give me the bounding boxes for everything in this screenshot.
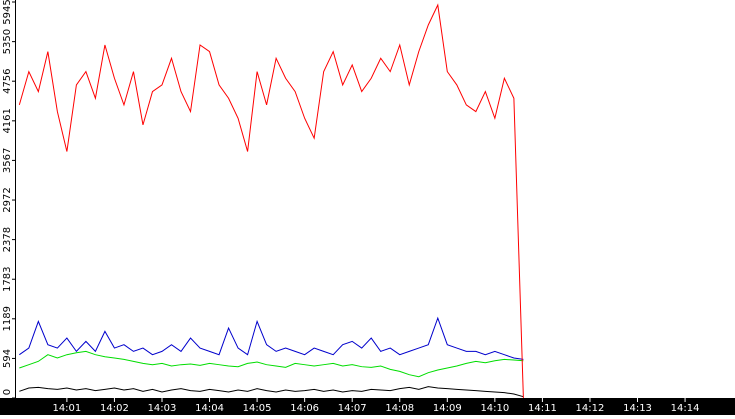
y-tick-label: 2378 — [2, 227, 13, 252]
y-tick-label: 4756 — [2, 68, 13, 93]
x-tick-label: 14:11 — [528, 403, 557, 414]
x-tick-label: 14:10 — [480, 403, 509, 414]
x-tick-label: 14:06 — [290, 403, 319, 414]
y-tick-label: 5350 — [2, 29, 13, 54]
y-tick-label: 4161 — [2, 108, 13, 133]
x-tick-label: 14:02 — [100, 403, 129, 414]
x-tick-label: 14:12 — [576, 403, 605, 414]
x-tick-label: 14:13 — [623, 403, 652, 414]
series-line — [19, 316, 524, 360]
x-axis-bar — [0, 398, 735, 415]
series-line — [19, 350, 524, 378]
x-tick-label: 14:14 — [671, 403, 700, 414]
x-tick-label: 14:03 — [148, 403, 177, 414]
y-tick-label: 5945 — [2, 0, 13, 25]
y-tick-label: 2972 — [2, 187, 13, 212]
y-tick-label: 1783 — [2, 267, 13, 292]
x-tick-label: 14:01 — [52, 403, 81, 414]
y-tick-label: 0 — [2, 389, 13, 395]
y-tick-label: 1189 — [2, 306, 13, 331]
x-tick-label: 14:07 — [338, 403, 367, 414]
x-tick-label: 14:09 — [433, 403, 462, 414]
x-tick-label: 14:08 — [385, 403, 414, 414]
y-tick-label: 3567 — [2, 148, 13, 173]
y-tick-label: 594 — [2, 349, 13, 368]
series-line — [19, 386, 524, 398]
series-line — [18, 3, 524, 399]
x-tick-label: 14:05 — [243, 403, 272, 414]
x-tick-label: 14:04 — [195, 403, 224, 414]
